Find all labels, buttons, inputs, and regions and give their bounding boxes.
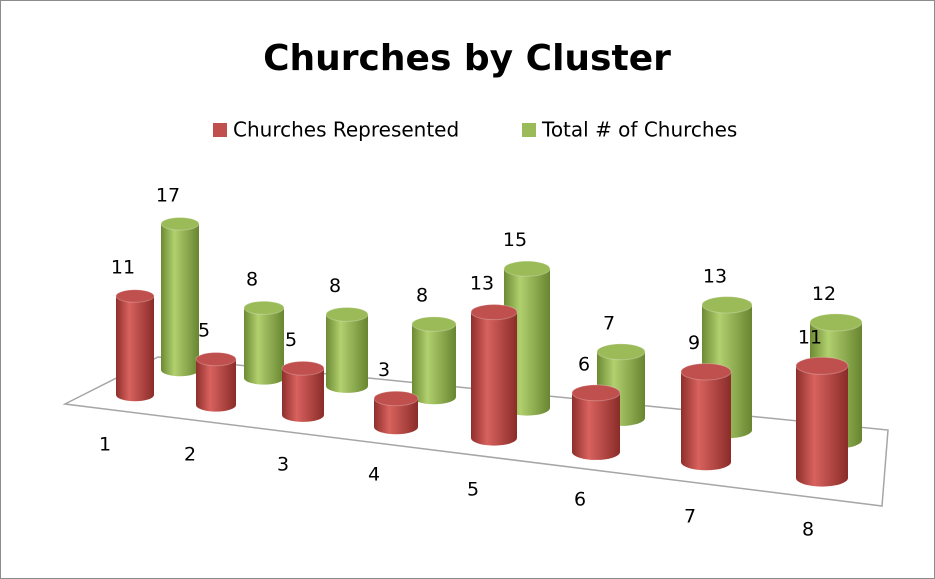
data-label: 13 (470, 273, 494, 295)
x-tick-label: 7 (684, 506, 696, 528)
bar-top (701, 296, 753, 314)
x-tick-label: 2 (184, 444, 196, 466)
legend-label: Total # of Churches (541, 118, 737, 142)
data-label: 11 (798, 326, 822, 348)
bar (243, 300, 285, 385)
bar-body (572, 392, 620, 460)
legend-swatch (522, 123, 536, 137)
bar (195, 352, 237, 412)
data-label: 8 (246, 268, 258, 290)
bar-body (374, 398, 418, 435)
legend-swatch (213, 123, 227, 137)
bar-top (373, 390, 419, 407)
bar (115, 289, 155, 402)
bar-top (325, 307, 369, 322)
bar (373, 390, 419, 435)
bar-top (596, 343, 646, 361)
bar (470, 303, 518, 446)
bar-top (470, 303, 518, 321)
bar-body (282, 368, 324, 422)
x-tick-label: 6 (574, 489, 586, 511)
data-label: 13 (703, 265, 727, 287)
data-label: 15 (503, 229, 527, 251)
bar-body (471, 312, 517, 446)
bar-body (326, 314, 368, 393)
bar-top (281, 360, 325, 376)
bar-top (243, 300, 285, 315)
bar-top (809, 313, 863, 332)
data-label: 17 (156, 184, 180, 206)
data-label: 5 (198, 320, 210, 342)
data-label: 12 (812, 283, 836, 305)
bar-top (503, 260, 551, 277)
data-label: 11 (111, 257, 135, 279)
x-tick-label: 8 (802, 519, 814, 541)
bar (325, 307, 369, 393)
bar-top (115, 289, 155, 303)
bar-top (795, 356, 849, 375)
data-label: 8 (416, 285, 428, 307)
bar-top (411, 316, 457, 332)
x-tick-label: 5 (467, 479, 479, 501)
bar-top (680, 362, 732, 381)
bar (571, 384, 621, 460)
data-label: 3 (378, 359, 390, 381)
data-label: 8 (329, 275, 341, 297)
data-label: 5 (285, 329, 297, 351)
x-tick-label: 4 (368, 464, 380, 486)
bar (411, 316, 457, 405)
bar (160, 217, 200, 377)
bar-body (196, 359, 236, 412)
bar-body (412, 324, 456, 405)
legend-label: Churches Represented (233, 118, 459, 142)
data-label: 7 (603, 312, 615, 334)
data-label: 9 (688, 332, 700, 354)
bar-body (161, 223, 199, 377)
bar-body (244, 307, 284, 385)
bar (795, 356, 849, 487)
bar-top (160, 217, 200, 231)
bar-top (571, 384, 621, 402)
bar (680, 362, 732, 471)
chart-title: Churches by Cluster (263, 38, 671, 79)
x-tick-label: 3 (277, 454, 289, 476)
bar (281, 360, 325, 422)
bar-body (681, 371, 731, 471)
bar-body (116, 296, 154, 402)
x-tick-label: 1 (99, 434, 111, 456)
bar-body (796, 365, 848, 487)
data-label: 6 (578, 353, 590, 375)
bar-top (195, 352, 237, 367)
